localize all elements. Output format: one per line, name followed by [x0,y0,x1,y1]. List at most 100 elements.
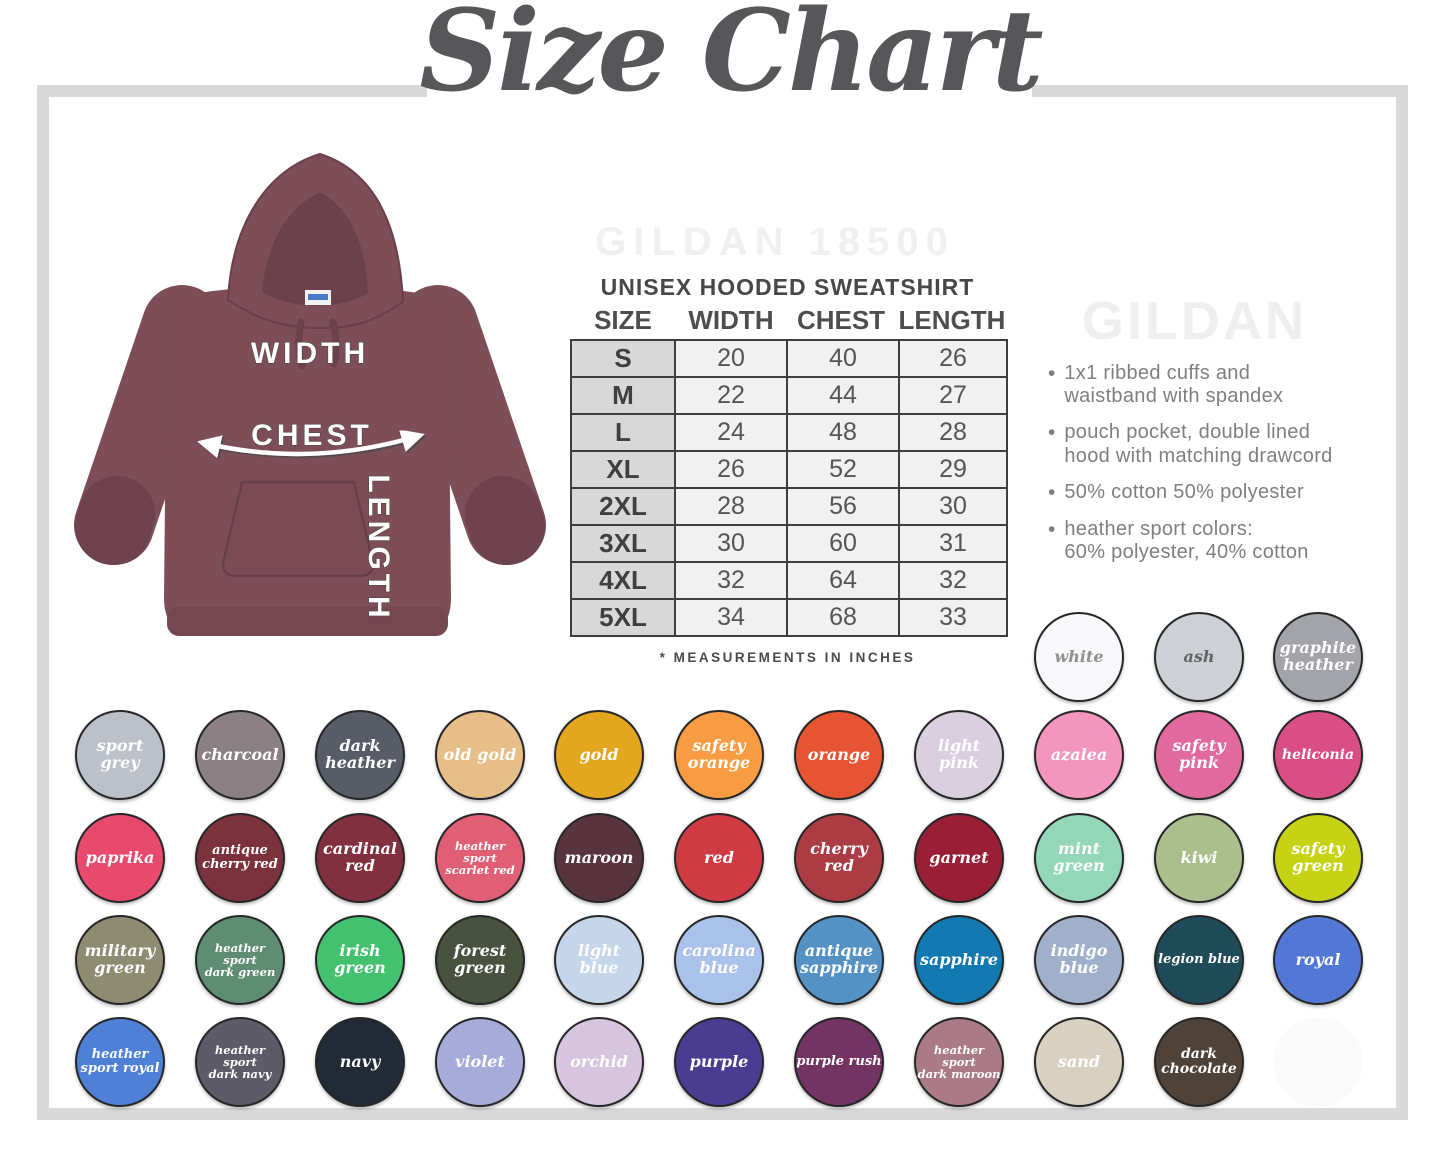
cell-value: 28 [900,415,1006,450]
table-title: UNISEX HOODED SWEATSHIRT [600,274,975,300]
swatch-old-gold: old gold [435,710,525,800]
swatch-label: old gold [443,744,517,764]
feature-item: • 50% cotton 50% polyester [1048,481,1408,505]
swatch-label: kiwi [1180,847,1218,867]
table-row: L 24 48 28 [572,415,1006,450]
swatch-light-blue: light blue [554,915,644,1005]
swatch-safety-pink: safety pink [1154,710,1244,800]
frame-border-top-right [1032,85,1408,97]
swatch-label: orange [807,744,871,764]
cell-value: 24 [676,415,786,450]
hoodie-shape [74,152,546,636]
page-title: Size Chart [419,0,1043,117]
feature-item: • heather sport colors: 60% polyester, 40… [1048,518,1408,564]
swatch-label: safety orange [687,736,751,772]
feature-text: heather sport colors: 60% polyester, 40%… [1064,518,1309,564]
table-footnote: * MEASUREMENTS IN INCHES [659,650,916,665]
cell-value: 31 [900,526,1006,561]
cell-value: 40 [788,341,898,376]
swatch-label: dark chocolate [1161,1046,1237,1077]
cell-value: 30 [676,526,786,561]
pouch-pocket [221,480,375,578]
cell-size: 4XL [572,563,674,598]
bullet-dot: • [1048,421,1056,445]
swatch-label: heather sport dark navy [208,1042,272,1082]
drawcord-left [295,318,306,370]
swatch-label: safety green [1291,839,1345,875]
swatch-kiwi: kiwi [1154,813,1244,903]
feature-text: pouch pocket, double lined hood with mat… [1064,421,1333,467]
swatch-label: cherry red [810,839,868,875]
swatch-label: sport grey [96,736,144,772]
swatch-red: red [674,813,764,903]
swatch-label: dark heather [325,736,395,772]
swatch-label: royal [1295,949,1341,969]
swatch-violet: violet [435,1017,525,1107]
table-row: 3XL 30 60 31 [572,526,1006,561]
cell-value: 20 [676,341,786,376]
swatch-label: forest green [453,941,507,977]
swatch-label: red [704,847,734,867]
size-table-body: S 20 40 26 M 22 44 27 L 24 48 28 XL 26 52 29 2XL 28 56 30 3X… [570,339,1008,637]
swatch-light-pink: light pink [914,710,1004,800]
cell-value: 30 [900,489,1006,524]
feature-text: 50% cotton 50% polyester [1064,480,1304,503]
cell-value: 33 [900,600,1006,635]
bullet-dot: • [1048,480,1056,504]
cell-value: 48 [788,415,898,450]
cell-value: 60 [788,526,898,561]
swatch-orange: orange [794,710,884,800]
swatch-dark-chocolate: dark chocolate [1154,1017,1244,1107]
swatch-label: cardinal red [323,839,397,875]
watermark-gildan: GILDAN [1082,291,1307,351]
swatch-heliconia: heliconia [1273,710,1363,800]
swatch-label: indigo blue [1050,941,1108,977]
table-row: XL 26 52 29 [572,452,1006,487]
swatch-label: white [1054,646,1104,666]
swatch-antique-cherry-red: antique cherry red [195,813,285,903]
cell-value: 32 [900,563,1006,598]
cell-value: 28 [676,489,786,524]
length-label: LENGTH [362,474,395,621]
swatch-sport-grey: sport grey [75,710,165,800]
cell-value: 56 [788,489,898,524]
swatch-purple: purple [674,1017,764,1107]
swatch-safety-orange: safety orange [674,710,764,800]
swatch-maroon: maroon [554,813,644,903]
swatch-label: purple rush [796,1054,882,1070]
swatch-navy: navy [315,1017,405,1107]
swatch-label: ash [1183,646,1215,666]
header-length: LENGTH [898,305,1006,335]
cell-size: 5XL [572,600,674,635]
swatch-heather-sport-royal: heather sport royal [75,1017,165,1107]
swatch-label: legion blue [1158,952,1240,968]
width-label: WIDTH [251,337,369,370]
cell-size: 3XL [572,526,674,561]
swatch-label: heather sport royal [80,1047,160,1076]
table-header-row: SIZE WIDTH CHEST LENGTH [570,305,1008,336]
hoodie-image: WIDTH CHEST LENGTH [74,152,546,636]
cell-value: 32 [676,563,786,598]
swatch-cardinal-red: cardinal red [315,813,405,903]
swatch-label: charcoal [201,744,279,764]
frame-border-left [37,85,49,1120]
table-row: S 20 40 26 [572,341,1006,376]
header-width: WIDTH [688,305,774,335]
swatch-label: antique cherry red [202,843,278,872]
watermark-gildan-18500: GILDAN 18500 [595,220,955,264]
cell-value: 26 [900,341,1006,376]
swatch-label: azalea [1050,744,1108,764]
table-row: 5XL 34 68 33 [572,600,1006,635]
swatch-white: white [1034,612,1124,702]
swatch-label: orchid [570,1051,628,1071]
header-size: SIZE [594,305,652,335]
features-list: • 1x1 ribbed cuffs and waistband with spa… [1048,362,1408,577]
frame-border-bottom [37,1108,1408,1120]
swatch-antique-sapphire: antique sapphire [794,915,884,1005]
swatch-label: light pink [937,736,981,772]
bullet-dot: • [1048,518,1056,542]
swatch-gold: gold [554,710,644,800]
cell-size: S [572,341,674,376]
table-row: 2XL 28 56 30 [572,489,1006,524]
swatch-label: heather sport dark maroon [917,1042,1001,1082]
